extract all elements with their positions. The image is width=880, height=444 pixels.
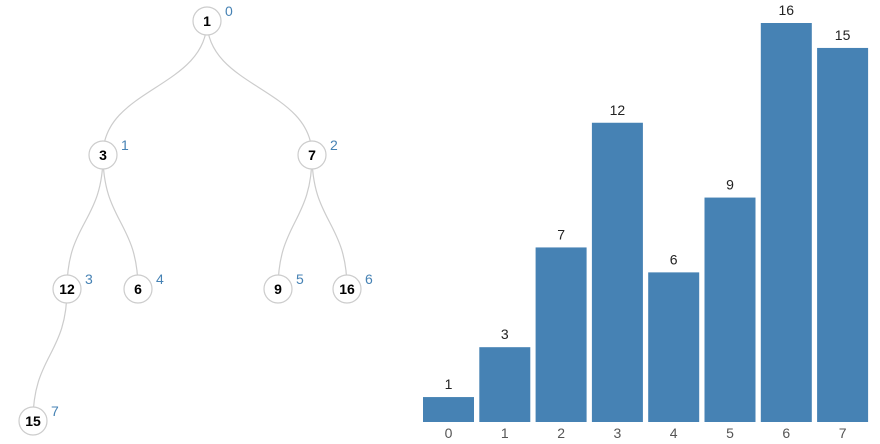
node-circle: [123, 274, 153, 304]
node-value: 9: [274, 281, 282, 297]
bar-value-label: 16: [779, 2, 795, 18]
tree-edge: [32, 288, 68, 422]
x-tick-label: 4: [670, 425, 678, 441]
bar-value-label: 9: [726, 177, 734, 193]
x-tick-label: 7: [839, 425, 847, 441]
node-value: 12: [59, 281, 75, 297]
tree-node: 16 6: [332, 271, 373, 304]
node-index: 3: [85, 271, 93, 287]
bar: [591, 122, 643, 422]
x-axis-ticks: 0 1 2 3 4 5 6 7: [445, 425, 847, 441]
node-index: 4: [156, 271, 164, 287]
tree-node: 95: [263, 271, 304, 304]
node-index: 7: [51, 403, 59, 419]
bar: [704, 197, 756, 422]
node-circle: [52, 274, 82, 304]
node-circle: [297, 140, 327, 170]
node-circle: [263, 274, 293, 304]
node-value: 1: [203, 13, 211, 29]
tree-node: 10: [192, 3, 233, 36]
node-value: 6: [134, 281, 142, 297]
tree-node: 12 3: [52, 271, 93, 304]
bar-value-label: 12: [610, 102, 626, 118]
x-tick-label: 6: [782, 425, 790, 441]
x-tick-label: 3: [614, 425, 622, 441]
node-value: 3: [99, 147, 107, 163]
node-circle: [18, 406, 48, 436]
bar-value-label: 15: [835, 27, 851, 43]
bar: [535, 247, 587, 422]
tree-node: 64: [123, 271, 164, 304]
bar: [760, 23, 812, 422]
node-circle: [332, 274, 362, 304]
tree-edge: [277, 154, 313, 290]
node-value: 15: [25, 413, 41, 429]
node-index: 1: [121, 137, 129, 153]
tree-edge: [102, 20, 208, 156]
bar: [423, 397, 474, 422]
bar-value-label: 7: [557, 226, 565, 242]
node-circle: [192, 6, 222, 36]
tree-edge: [311, 154, 348, 290]
tree-edge: [102, 154, 139, 290]
tree-edges: [32, 20, 348, 422]
bar-value-label: 3: [501, 326, 509, 342]
tree-node: 31: [88, 137, 129, 170]
tree-node: 15 7: [18, 403, 59, 436]
bar: [817, 47, 869, 422]
node-index: 6: [365, 271, 373, 287]
tree-node: 72: [297, 137, 338, 170]
bars: 1 3 7 12 6 9 16 15: [423, 2, 869, 422]
node-circle: [88, 140, 118, 170]
bar: [479, 347, 531, 422]
x-tick-label: 1: [501, 425, 509, 441]
tree-edge: [66, 154, 104, 290]
bar-value-label: 1: [445, 376, 453, 392]
node-index: 0: [225, 3, 233, 19]
node-value: 16: [339, 281, 355, 297]
x-tick-label: 5: [726, 425, 734, 441]
node-index: 5: [296, 271, 304, 287]
tree-edge: [206, 20, 313, 156]
x-tick-label: 0: [445, 425, 453, 441]
x-tick-label: 2: [557, 425, 565, 441]
node-index: 2: [330, 137, 338, 153]
bar: [648, 272, 700, 422]
node-value: 7: [308, 147, 316, 163]
bar-value-label: 6: [670, 251, 678, 267]
